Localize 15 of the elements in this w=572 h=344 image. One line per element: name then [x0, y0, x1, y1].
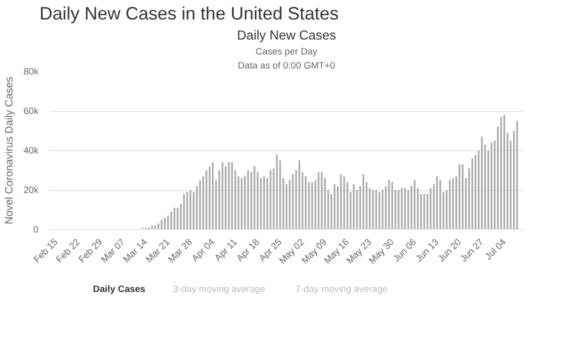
text: 3-day moving average [173, 284, 266, 294]
y-tick-label: 40k [23, 146, 39, 156]
y-tick-label: 80k [23, 66, 39, 76]
text: Data as of 0:00 GMT+0 [238, 60, 336, 70]
y-tick-label: 0 [33, 224, 39, 234]
text: 7-day moving average [295, 284, 388, 294]
text: Daily Cases [93, 284, 146, 294]
chart-subtitle: Cases per Day [256, 46, 318, 56]
chart-title: Daily New Cases [237, 28, 336, 42]
y-tick-label: 60k [23, 106, 39, 116]
y-tick-label: 20k [23, 185, 39, 195]
x-tick-label: Jul 04 [483, 236, 508, 262]
text: Daily New Cases in the United States [40, 4, 339, 24]
y-axis-title: Novel Coronavirus Daily Cases [3, 76, 16, 224]
x-tick-label: Apr 11 [212, 236, 239, 263]
